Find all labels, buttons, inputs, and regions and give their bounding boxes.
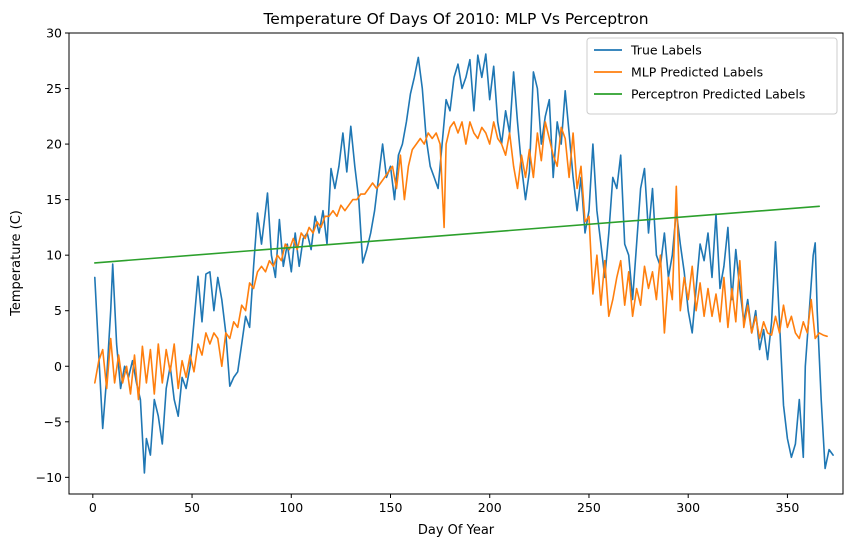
y-axis: −10 −5 0 5 10 15 20 25 30	[36, 26, 69, 485]
y-tick-label: 20	[46, 137, 62, 152]
x-tick-label: 100	[279, 500, 303, 515]
x-axis-label: Day Of Year	[418, 523, 495, 538]
y-tick-label: 30	[46, 26, 62, 41]
y-tick-label: 15	[46, 192, 62, 207]
x-tick-label: 50	[184, 500, 200, 515]
legend: True Labels MLP Predicted Labels Perceptro…	[586, 37, 838, 115]
series-layer	[94, 53, 834, 474]
y-tick-label: −10	[36, 470, 62, 485]
legend-label-2: MLP Predicted Labels	[631, 65, 763, 80]
x-tick-label: 350	[776, 500, 800, 515]
plot-frame	[68, 32, 844, 495]
x-axis: 0 50 100 150 200 250 300 350	[89, 494, 800, 515]
x-tick-label: 300	[676, 500, 700, 515]
y-tick-label: 10	[46, 248, 62, 263]
y-tick-label: −5	[44, 414, 62, 429]
series-line-2	[94, 121, 828, 401]
y-tick-label: 25	[46, 81, 62, 96]
x-tick-label: 150	[379, 500, 403, 515]
legend-label-1: True Labels	[630, 43, 702, 58]
legend-label-3: Perceptron Predicted Labels	[631, 87, 805, 102]
y-tick-label: 0	[54, 359, 62, 374]
x-tick-label: 0	[89, 500, 97, 515]
series-line-1	[94, 53, 834, 474]
legend-box	[586, 37, 838, 115]
y-tick-label: 5	[54, 303, 62, 318]
x-tick-label: 200	[478, 500, 502, 515]
x-tick-label: 250	[577, 500, 601, 515]
series-line-3	[94, 205, 820, 264]
y-axis-label: Temperature (C)	[9, 210, 24, 317]
chart-title: Temperature Of Days Of 2010: MLP Vs Perc…	[262, 10, 648, 28]
